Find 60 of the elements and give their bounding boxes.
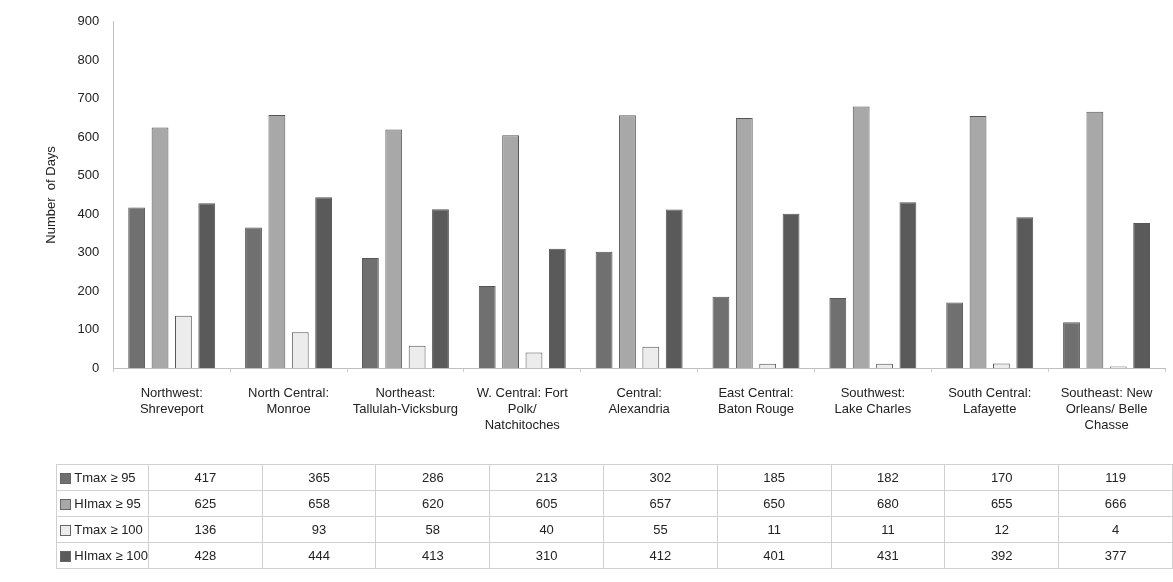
data-label: 365 (262, 464, 376, 491)
y-tick-label: 300 (77, 244, 100, 260)
data-label: 657 (603, 490, 718, 517)
data-label: 680 (831, 490, 945, 517)
x-tick-label: Northeast: Tallulah-Vicksburg (352, 385, 459, 416)
data-label: 58 (375, 516, 490, 543)
data-label: 4 (1058, 516, 1173, 543)
data-label: 655 (944, 490, 1059, 517)
data-label: 431 (831, 542, 945, 569)
x-tick-label: Central: Alexandria (608, 385, 671, 416)
data-label: 444 (262, 542, 376, 569)
y-tick-label: 600 (77, 128, 100, 144)
data-label: 392 (944, 542, 1059, 569)
data-label: 377 (1058, 542, 1173, 569)
data-label: 213 (489, 464, 604, 491)
data-label: 412 (603, 542, 718, 569)
x-tick-label: Northwest: Shreveport (139, 385, 204, 416)
data-label: 302 (603, 464, 718, 491)
y-tick-label: 400 (77, 205, 100, 221)
x-tick-label: North Central: Monroe (248, 385, 330, 416)
x-tick-label: East Central: Baton Rouge (718, 385, 794, 416)
data-label: 401 (717, 542, 832, 569)
x-tick-label: Southeast: New Orleans/ Belle Chasse (1060, 385, 1154, 432)
x-tick-label: W. Central: Fort Polk/ Natchitoches (476, 385, 569, 432)
data-label: 11 (831, 516, 945, 543)
y-tick-label: 500 (77, 167, 100, 183)
legend-label: Tmax ≥ 100 (56, 516, 149, 543)
data-label: 605 (489, 490, 604, 517)
data-label: 185 (717, 464, 832, 491)
y-tick-label: 700 (77, 90, 100, 106)
data-label: 286 (375, 464, 490, 491)
legend-label: Tmax ≥ 95 (56, 464, 149, 491)
data-label: 666 (1058, 490, 1173, 517)
data-label: 658 (262, 490, 376, 517)
y-tick-label: 0 (92, 359, 100, 375)
data-label: 625 (148, 490, 263, 517)
data-label: 413 (375, 542, 490, 569)
data-label: 11 (717, 516, 832, 543)
y-tick-label: 200 (77, 282, 100, 298)
data-label: 417 (148, 464, 263, 491)
data-label: 650 (717, 490, 832, 517)
data-label: 170 (944, 464, 1059, 491)
data-label: 310 (489, 542, 604, 569)
x-tick-label: Southwest: Lake Charles (834, 385, 912, 416)
data-label: 136 (148, 516, 263, 543)
y-tick-label: 800 (77, 51, 100, 67)
data-label: 55 (603, 516, 718, 543)
data-label: 40 (489, 516, 604, 543)
legend-label: HImax ≥ 100 (56, 542, 149, 569)
data-label: 12 (944, 516, 1059, 543)
data-label: 182 (831, 464, 945, 491)
legend-label: HImax ≥ 95 (56, 490, 149, 517)
data-label: 119 (1058, 464, 1173, 491)
y-axis-title: Number of Days (43, 145, 59, 244)
y-tick-label: 100 (77, 321, 100, 337)
data-label: 620 (375, 490, 490, 517)
y-tick-label: 900 (77, 13, 100, 29)
data-label: 428 (148, 542, 263, 569)
data-label: 93 (262, 516, 376, 543)
x-tick-label: South Central: Lafayette (948, 385, 1032, 416)
